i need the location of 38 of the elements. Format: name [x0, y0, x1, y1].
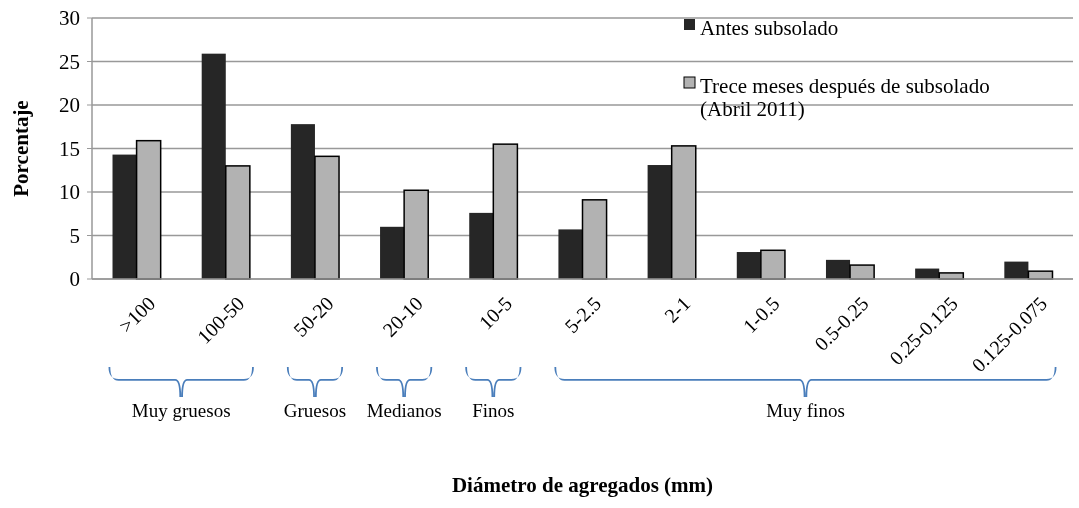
bar [760, 249, 786, 280]
bar [736, 252, 761, 279]
y-tick-label: 25 [59, 49, 80, 74]
y-tick-label: 0 [69, 267, 80, 292]
bar [558, 229, 583, 279]
x-axis-title: Diámetro de agregados (mm) [451, 473, 714, 497]
bar [469, 212, 494, 279]
y-tick-label: 20 [59, 93, 80, 118]
text: Finos [472, 400, 515, 421]
bar [112, 154, 137, 279]
text: Muy finos [766, 400, 845, 421]
bar [1004, 261, 1029, 279]
y-tick-label: 10 [59, 180, 80, 205]
bar [647, 165, 672, 279]
bar [581, 199, 608, 280]
bar [135, 139, 162, 280]
y-tick-label: 5 [69, 223, 80, 248]
y-axis-title: Porcentaje [9, 100, 33, 197]
x-tick-label: 2-1 [659, 292, 695, 327]
bar [849, 264, 875, 280]
bar [403, 189, 429, 280]
text: Medianos [366, 400, 442, 421]
bar [201, 53, 226, 279]
text: Muy gruesos [131, 400, 231, 421]
bar [380, 226, 405, 279]
x-tick-label: 10-5 [474, 292, 517, 334]
legend-label: Trece meses después de subsolado (Abril 2011) [700, 74, 990, 122]
bar [492, 143, 519, 280]
bar [290, 124, 315, 279]
legend-label: Antes subsolado [700, 16, 839, 41]
bar [670, 145, 697, 280]
y-tick-label: 30 [59, 6, 80, 31]
y-tick-label: 15 [59, 136, 80, 161]
bar [314, 155, 340, 280]
bar [225, 165, 251, 280]
text: Gruesos [283, 400, 347, 421]
bar [825, 259, 851, 279]
x-tick-label: >100 [114, 292, 160, 337]
